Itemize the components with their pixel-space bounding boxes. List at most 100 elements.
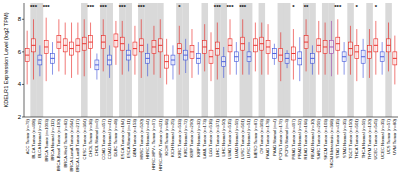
x-tick-label: UCEC Normal (n=35) <box>380 118 385 159</box>
significance: *** <box>227 4 235 10</box>
box <box>285 53 289 63</box>
x-tick-label: COAD Tumor (n=457) <box>101 118 106 159</box>
x-tick-label: SARC Tumor (n=259) <box>316 118 321 159</box>
x-tick-label: BRCA-Her2 Tumor (n=82) <box>63 118 68 167</box>
bands <box>30 3 392 117</box>
band <box>385 3 392 117</box>
x-tick-label: BLCA Normal (n=19) <box>37 118 42 157</box>
box <box>279 49 283 62</box>
significance: *** <box>30 4 38 10</box>
significance: *** <box>138 4 146 10</box>
x-tick-label: DLBC Tumor (n=48) <box>113 118 118 156</box>
x-tick-label: BRCA-Basal Tumor (n=190) <box>56 118 61 171</box>
box <box>260 37 264 50</box>
box <box>152 40 156 53</box>
box <box>44 40 48 53</box>
median <box>89 42 93 43</box>
x-tick-label: CHOL Normal (n=9) <box>94 118 99 156</box>
median <box>285 58 289 59</box>
x-tick-label: HNSC-HPV+ Tumor (n=97) <box>151 118 156 169</box>
x-tick-label: KIRP Tumor (n=290) <box>189 118 194 157</box>
median <box>146 58 150 59</box>
median <box>253 45 257 46</box>
median <box>57 42 61 43</box>
median <box>44 46 48 47</box>
median <box>171 60 175 61</box>
x-tick-label: THYM Tumor (n=120) <box>367 118 372 159</box>
x-tick-label: PCPG Tumor (n=179) <box>278 118 283 159</box>
median <box>387 45 391 46</box>
box <box>63 39 67 52</box>
median <box>234 56 238 57</box>
x-tick-label: BRCA-LumB Tumor (n=217) <box>75 118 80 171</box>
box <box>317 39 321 52</box>
box <box>82 37 86 50</box>
median <box>152 46 156 47</box>
median <box>70 48 74 49</box>
band <box>106 3 113 117</box>
box <box>127 50 131 60</box>
median <box>196 58 200 59</box>
x-tick-label: ESCA Normal (n=11) <box>126 118 131 158</box>
band <box>138 3 145 117</box>
x-tick-label: LUSC Tumor (n=501) <box>240 118 245 159</box>
box <box>272 49 276 59</box>
median <box>310 58 314 59</box>
band <box>240 3 247 117</box>
box <box>342 52 346 62</box>
box <box>25 49 29 62</box>
median <box>165 61 169 62</box>
y-tick <box>22 19 24 20</box>
x-tick-label: SKCM Tumor (n=103) <box>323 118 328 159</box>
box <box>139 39 143 52</box>
significance: *** <box>239 4 247 10</box>
median <box>139 45 143 46</box>
band <box>328 3 335 117</box>
median <box>38 60 42 61</box>
x-tick-label: LIHC Normal (n=50) <box>221 118 226 156</box>
median <box>247 56 251 57</box>
x-tick-label: PAAD Tumor (n=178) <box>265 118 270 158</box>
x-tick-label: READ Normal (n=10) <box>310 118 315 158</box>
band <box>221 3 228 117</box>
band <box>151 3 158 117</box>
median <box>260 43 264 44</box>
y-tick-label: 6 <box>18 49 22 55</box>
box <box>228 39 232 52</box>
box <box>108 55 112 65</box>
box <box>266 40 270 53</box>
x-tick-label: HNSC-HPV- Tumor (n=421) <box>158 118 163 170</box>
significance: *** <box>334 4 342 10</box>
median <box>51 58 55 59</box>
band <box>119 3 126 117</box>
median <box>355 51 359 52</box>
median <box>76 45 80 46</box>
significance: * <box>375 4 378 10</box>
band <box>303 3 310 117</box>
box <box>393 52 397 65</box>
band <box>278 3 285 117</box>
median <box>95 64 99 65</box>
x-tick-label: BLCA Tumor (n=408) <box>31 118 36 158</box>
boxes <box>25 18 397 85</box>
box <box>323 40 327 53</box>
median <box>177 48 181 49</box>
median <box>336 43 340 44</box>
y-tick <box>22 117 24 118</box>
x-tick-label: LGG Tumor (n=516) <box>208 118 213 156</box>
x-axis <box>24 117 398 118</box>
significance: * <box>178 4 181 10</box>
box <box>215 42 219 55</box>
box <box>177 44 181 54</box>
band <box>157 3 164 117</box>
box <box>70 42 74 55</box>
median <box>361 56 365 57</box>
median <box>209 56 213 57</box>
median <box>368 51 372 52</box>
band <box>366 3 373 117</box>
x-tick-label: LUAD Tumor (n=515) <box>227 118 232 159</box>
median <box>380 56 384 57</box>
box <box>209 50 213 63</box>
median <box>222 61 226 62</box>
x-tick-label: UCEC Tumor (n=545) <box>373 118 378 159</box>
